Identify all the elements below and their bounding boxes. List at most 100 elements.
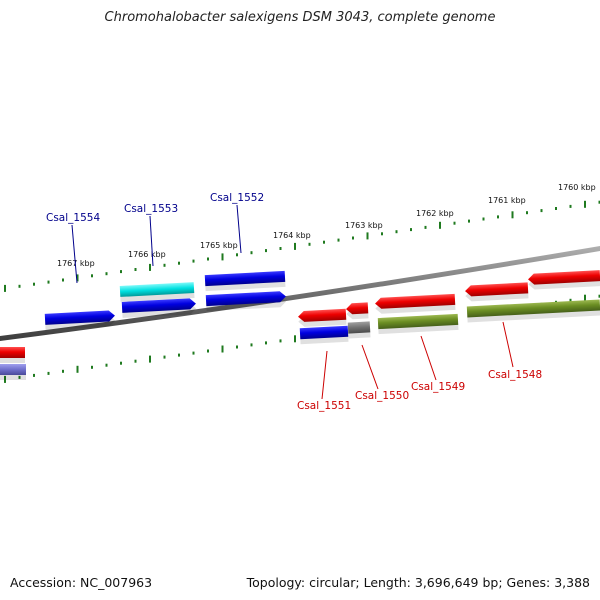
outer-ring-tick (18, 284, 21, 288)
gene-feature-forward (204, 270, 286, 292)
gene-feature-arrow (204, 270, 286, 287)
outer-ring-tick (555, 207, 557, 210)
gene-feature-arrow (205, 291, 286, 307)
gene-feature-reverse (465, 282, 529, 302)
outer-ring-tick (236, 253, 238, 257)
gene-feature-reverse (298, 308, 347, 327)
inner-ring-tick (91, 365, 93, 369)
outer-ring-tick (410, 228, 412, 232)
outer-ring-tick (76, 274, 79, 282)
gene-feature-forward (205, 291, 287, 312)
gene-features (0, 270, 600, 380)
inner-ring-tick (76, 365, 79, 373)
gene-feature-forward (44, 310, 116, 330)
outer-ring-tick (366, 232, 369, 240)
gene-label-reverse: Csal_1551 (297, 400, 351, 412)
outer-ring-tick (381, 232, 383, 236)
gene-leader-line (502, 321, 514, 368)
outer-ring-tick (178, 261, 180, 265)
outer-ring-tick (250, 251, 253, 255)
gene-feature-forward (377, 313, 459, 335)
gene-feature-forward (121, 298, 197, 318)
gene-leader-line (420, 335, 437, 381)
outer-ring-tick (598, 200, 600, 204)
genome-summary-text: Topology: circular; Length: 3,696,649 bp… (246, 575, 590, 590)
outer-ring-tick (221, 253, 224, 261)
tick-label: 1767 kbp (57, 259, 95, 268)
gene-feature-arrow (44, 310, 115, 325)
gene-feature-reverse (528, 270, 600, 290)
gene-feature-arrow (466, 299, 600, 318)
inner-ring-tick (207, 349, 209, 353)
inner-ring-tick (294, 335, 296, 343)
gene-label-reverse: Csal_1549 (411, 381, 465, 393)
inner-ring-tick (192, 351, 195, 355)
outer-ring-tick (62, 278, 64, 282)
gene-feature-forward (119, 282, 195, 302)
tick-label: 1760 kbp (558, 183, 596, 192)
outer-ring-tick (337, 238, 340, 242)
gene-feature-arrow (465, 282, 529, 297)
outer-ring-tick (33, 282, 35, 286)
gene-feature-forward (466, 299, 600, 323)
tick-label: 1762 kbp (416, 209, 454, 218)
gene-feature-forward (299, 325, 349, 345)
outer-ring-tick (453, 221, 456, 225)
outer-ring-tick (323, 240, 325, 244)
outer-ring-tick (279, 247, 282, 250)
inner-ring-tick (163, 355, 166, 359)
tick-label: 1763 kbp (345, 221, 383, 230)
outer-ring-tick (120, 270, 122, 274)
gene-feature-forward (347, 321, 371, 339)
inner-ring-tick (598, 294, 600, 298)
inner-ring-tick (33, 373, 35, 377)
gene-feature-arrow (375, 293, 456, 309)
outer-ring-tick (149, 263, 151, 271)
outer-ring-tick (352, 236, 354, 240)
outer-ring-tick (468, 219, 470, 223)
outer-ring-tick (207, 257, 209, 261)
gene-labels: Csal_1554 Csal_1553 Csal_1552 Csal_1551 Csal… (46, 192, 542, 412)
outer-ring-tick (424, 225, 427, 229)
gene-feature-arrow (121, 298, 196, 313)
outer-ring-tick (105, 272, 108, 276)
inner-ring-tick (178, 353, 180, 357)
outer-ring-tick (439, 221, 441, 229)
inner-ring-tick (18, 375, 21, 379)
gene-feature-arrow (119, 282, 195, 297)
outer-ring-tick (511, 211, 514, 219)
inner-ring-tick (4, 375, 6, 383)
gene-leader-line (361, 344, 379, 390)
gene-label-reverse: Csal_1550 (355, 390, 409, 402)
inner-ring-tick (120, 361, 122, 365)
gene-feature-arrow (298, 308, 347, 322)
inner-ring-tick (47, 371, 50, 375)
inner-ring-tick (221, 345, 224, 353)
inner-ring-tick (105, 363, 108, 367)
outer-ring-tick (163, 263, 166, 267)
inner-ring-tick (569, 298, 572, 302)
outer-ring-tick (4, 284, 6, 292)
gene-feature-reverse (375, 293, 456, 314)
gene-feature-reverse (346, 302, 369, 320)
inner-ring-tick (149, 355, 151, 363)
inner-ring-tick (584, 294, 586, 302)
gene-feature-arrow (346, 302, 369, 315)
outer-tick-ring (4, 200, 600, 292)
inner-ring-tick (265, 341, 267, 345)
gene-feature-arrow (347, 321, 371, 334)
genome-backbone (0, 246, 600, 341)
tick-label: 1764 kbp (273, 231, 311, 240)
gene-leader-line (149, 215, 154, 267)
outer-ring-tick (395, 230, 398, 234)
inner-ring-tick (279, 339, 282, 343)
outer-ring-tick (134, 268, 137, 271)
outer-ring-tick (294, 242, 296, 250)
outer-ring-tick (265, 249, 267, 253)
outer-ring-tick (540, 209, 543, 213)
outer-ring-tick (47, 280, 50, 284)
gene-feature-arrow (528, 270, 600, 285)
gene-leader-line (321, 350, 328, 400)
gene-leader-line (236, 204, 242, 254)
inner-ring-tick (250, 343, 253, 347)
